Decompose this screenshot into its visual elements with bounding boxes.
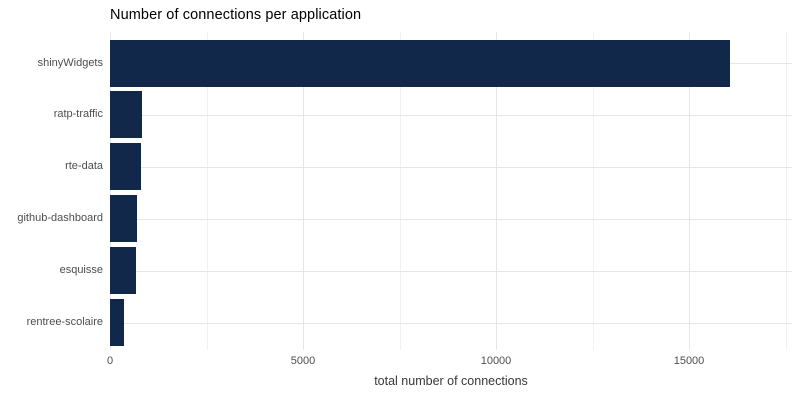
x-major-gridline <box>303 32 304 350</box>
x-major-gridline <box>689 32 690 350</box>
y-tick-label-github-dashboard: github-dashboard <box>17 212 103 225</box>
y-major-gridline <box>110 114 792 116</box>
x-major-gridline <box>496 32 497 350</box>
chart-title: Number of connections per application <box>110 7 362 23</box>
bar-rte-data <box>110 143 141 191</box>
y-tick-label-shinyWidgets: shinyWidgets <box>37 56 103 69</box>
bar-ratp-traffic <box>110 91 143 139</box>
x-tick-label-10000: 10000 <box>480 355 512 367</box>
y-major-gridline <box>110 218 792 220</box>
y-tick-label-ratp-traffic: ratp-traffic <box>53 108 103 121</box>
y-tick-label-rentree-scolaire: rentree-scolaire <box>26 316 103 328</box>
x-minor-gridline <box>206 32 208 350</box>
y-major-gridline <box>110 166 792 168</box>
y-major-gridline <box>110 322 792 324</box>
bar-shinyWidgets <box>110 39 730 87</box>
x-tick-label-0: 0 <box>106 355 114 367</box>
x-minor-gridline <box>592 32 594 350</box>
x-major-gridline <box>110 32 111 350</box>
y-tick-label-esquisse: esquisse <box>59 264 103 277</box>
bar-rentree-scolaire <box>110 299 124 346</box>
x-tick-label-5000: 5000 <box>290 355 316 367</box>
y-tick-label-rte-data: rte-data <box>65 160 103 173</box>
x-axis-title: total number of connections <box>374 374 528 388</box>
bar-esquisse <box>110 247 136 295</box>
x-minor-gridline <box>785 32 787 350</box>
x-tick-label-15000: 15000 <box>673 355 705 367</box>
y-major-gridline <box>110 270 792 272</box>
bar-github-dashboard <box>110 195 137 243</box>
x-minor-gridline <box>399 32 401 350</box>
